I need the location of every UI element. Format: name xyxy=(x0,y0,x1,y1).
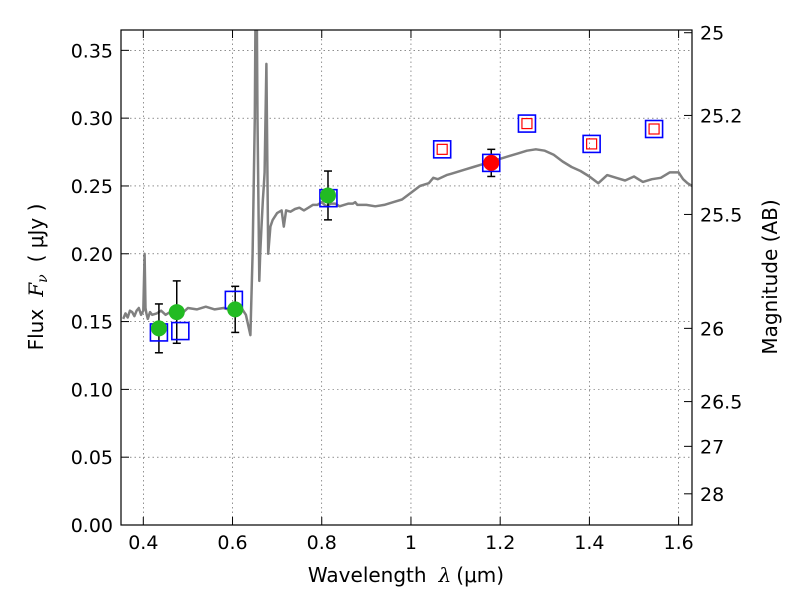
optical-photometry-point xyxy=(168,304,185,321)
x-tick-label: 0.4 xyxy=(128,532,158,554)
nir-detection-point xyxy=(483,154,500,171)
model-spectrum-line xyxy=(122,30,692,337)
x-axis-label-word: Wavelength xyxy=(308,563,427,587)
nir-limit-square xyxy=(648,123,660,135)
model-band-square xyxy=(432,140,452,159)
photometry-points xyxy=(150,154,500,337)
model-band-square xyxy=(644,119,664,139)
x-tick-label: 1.2 xyxy=(485,532,515,554)
x-tick-label: 1 xyxy=(405,532,417,554)
x-axis-label-unit: (μm) xyxy=(456,563,504,587)
y-tick-label: 0.15 xyxy=(71,312,113,334)
y-tick-label: 0.25 xyxy=(71,176,113,198)
magnitude-tick-label: 25.5 xyxy=(700,204,742,226)
model-band-square xyxy=(517,114,537,133)
plot-frame xyxy=(120,29,693,526)
plot-area xyxy=(122,30,692,354)
magnitude-axis-label: Magnitude (AB) xyxy=(758,199,782,354)
model-band-square xyxy=(171,321,190,341)
x-tick-label: 0.6 xyxy=(217,532,247,554)
model-band-square xyxy=(582,134,601,154)
y-tick-label: 0.30 xyxy=(71,108,113,130)
optical-photometry-point xyxy=(227,301,244,318)
nir-limit-square xyxy=(521,117,533,130)
y-tick-label: 0.10 xyxy=(71,379,113,401)
x-axis-label: Wavelength λ (μm) xyxy=(308,563,504,587)
optical-photometry-point xyxy=(150,320,167,337)
x-axis-ticks: 0.4 0.6 0.8 1 1.2 1.4 1.6 xyxy=(128,30,694,554)
magnitude-axis-ticks: 25 25.2 25.5 26 26.5 27 28 xyxy=(684,23,742,506)
magnitude-tick-label: 25.2 xyxy=(700,105,742,127)
magnitude-tick-label: 28 xyxy=(700,484,724,506)
y-axis-label-word: Flux xyxy=(24,309,48,351)
magnitude-tick-label: 26 xyxy=(700,318,724,340)
x-tick-label: 1.6 xyxy=(664,532,694,554)
magnitude-tick-label: 27 xyxy=(700,436,724,458)
y-axis-label: Flux Fν ( μJy ) xyxy=(24,204,51,351)
x-tick-label: 1.4 xyxy=(574,532,604,554)
magnitude-tick-label: 25 xyxy=(700,23,724,45)
y-tick-label: 0.05 xyxy=(71,447,113,469)
model-band-square xyxy=(481,153,501,173)
y-tick-label: 0.00 xyxy=(71,515,113,537)
y-axis-label-unit: ( μJy ) xyxy=(24,204,48,263)
nir-limit-square xyxy=(586,138,598,150)
magnitude-tick-label: 26.5 xyxy=(700,392,742,414)
x-tick-label: 0.8 xyxy=(307,532,337,554)
model-band-squares xyxy=(149,114,664,342)
optical-photometry-point xyxy=(319,187,336,204)
nir-limit-square xyxy=(436,143,448,155)
y-axis-label-subscript: ν xyxy=(35,274,51,283)
y-axis-label-symbol: F xyxy=(24,282,48,298)
y-axis-ticks: 0.00 0.05 0.10 0.15 0.20 0.25 0.30 0.35 xyxy=(71,40,129,537)
error-bars xyxy=(154,148,496,354)
grid xyxy=(121,30,692,526)
y-tick-label: 0.35 xyxy=(71,40,113,62)
x-axis-label-symbol: λ xyxy=(438,563,452,587)
y-tick-label: 0.20 xyxy=(71,244,113,266)
